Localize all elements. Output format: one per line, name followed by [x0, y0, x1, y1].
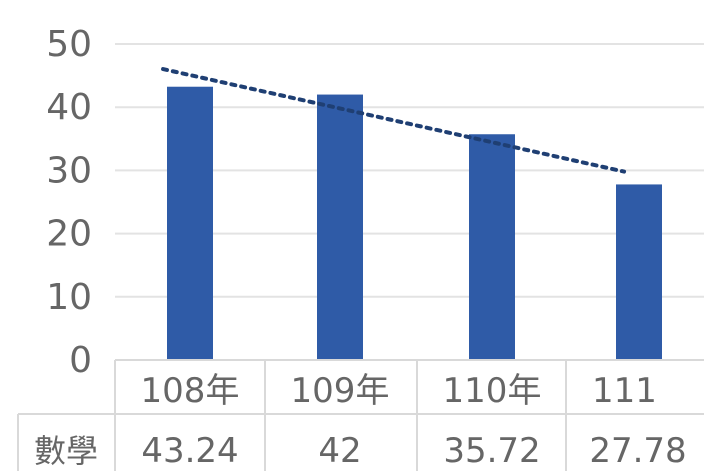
y-tick-label: 20 [46, 214, 92, 255]
data-table: 108年 109年 110年 111 數學 43.24 42 35.72 27.78 [17, 359, 704, 471]
bars [167, 86, 662, 360]
data-value-label: 27.78 [589, 431, 686, 471]
bar-3 [616, 184, 662, 360]
bar-0 [167, 86, 213, 360]
data-value-label: 43.24 [141, 431, 238, 471]
bar-1 [317, 94, 363, 360]
category-label: 110年 [443, 371, 542, 411]
trendline-layer [161, 67, 627, 174]
y-tick-label: 10 [46, 277, 92, 318]
series-row-label: 數學 [34, 432, 98, 470]
gridlines [115, 43, 704, 298]
data-value-label: 42 [318, 431, 361, 471]
y-axis: 0 10 20 30 40 50 [46, 24, 92, 381]
bar-2 [469, 134, 515, 360]
y-tick-label: 0 [69, 340, 92, 381]
category-label: 108年 [141, 371, 240, 411]
category-label: 109年 [291, 371, 390, 411]
data-value-label: 35.72 [443, 431, 540, 471]
trendline [161, 67, 627, 174]
y-tick-label: 50 [46, 24, 92, 65]
y-tick-label: 40 [46, 87, 92, 128]
category-label: 111 [592, 371, 657, 411]
y-tick-label: 30 [46, 150, 92, 191]
